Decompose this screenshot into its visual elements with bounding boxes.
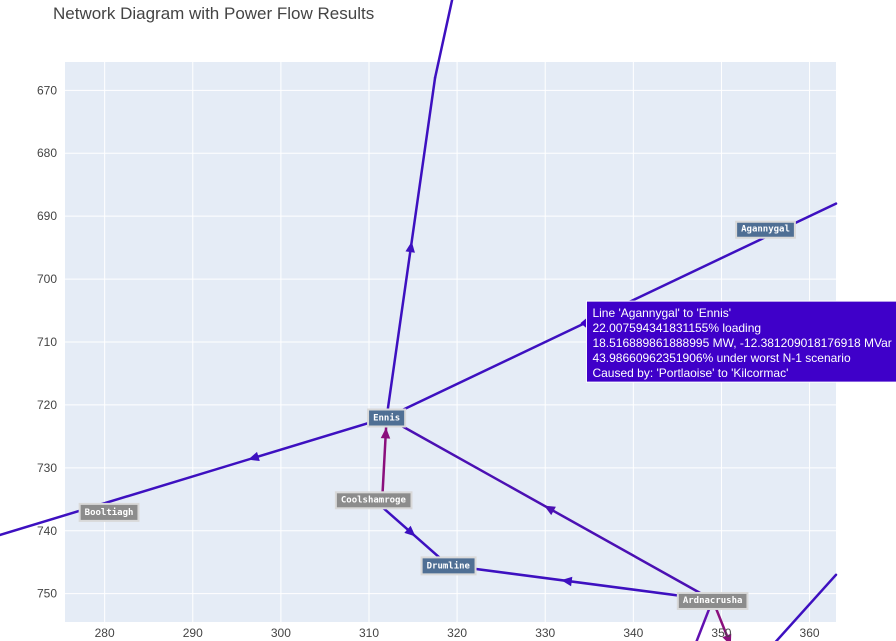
axis-layer: 280 290 300 310 320 330 340 350 360 670 680 690 700 7… bbox=[37, 83, 820, 640]
flow-arrow bbox=[380, 427, 391, 439]
chart-title: Network Diagram with Power Flow Results bbox=[53, 4, 374, 23]
network-line[interactable] bbox=[677, 573, 838, 641]
x-tick-label: 310 bbox=[359, 626, 379, 640]
y-tick-label: 740 bbox=[37, 524, 57, 538]
network-line[interactable] bbox=[447, 564, 714, 602]
y-tick-label: 750 bbox=[37, 587, 57, 601]
node-label: Drumline bbox=[427, 560, 471, 571]
flow-arrow bbox=[248, 451, 260, 462]
node-label: Booltiagh bbox=[85, 507, 134, 518]
node-box bbox=[367, 408, 407, 428]
x-tick-label: 290 bbox=[183, 626, 203, 640]
node-label: Ennis bbox=[373, 413, 400, 424]
flow-arrow bbox=[561, 576, 573, 587]
y-tick-label: 720 bbox=[37, 398, 57, 412]
network-line[interactable] bbox=[433, 0, 457, 79]
tooltip-line: Line 'Agannygal' to 'Ennis' bbox=[592, 306, 731, 320]
node-label: Coolshamroge bbox=[341, 495, 407, 505]
node-coolshamroge[interactable]: Coolshamroge bbox=[334, 491, 413, 510]
node-box bbox=[78, 502, 140, 522]
tooltip-pointer bbox=[580, 318, 587, 329]
nodes-layer: Agannygal Ennis Booltiagh Coolshamroge Druml… bbox=[78, 220, 796, 610]
y-tick-label: 730 bbox=[37, 461, 57, 475]
node-box bbox=[420, 556, 477, 576]
y-tick-label: 680 bbox=[37, 146, 57, 160]
x-tick-label: 330 bbox=[535, 626, 555, 640]
node-box bbox=[676, 591, 749, 610]
y-tick-label: 690 bbox=[37, 209, 57, 223]
tooltip-layer: Line 'Agannygal' to 'Ennis'22.0075943418… bbox=[580, 300, 896, 383]
y-tick-label: 710 bbox=[37, 335, 57, 349]
grid-layer bbox=[65, 62, 836, 622]
x-tick-label: 280 bbox=[95, 626, 115, 640]
tooltip-box bbox=[585, 300, 896, 383]
y-tick-label: 700 bbox=[37, 272, 57, 286]
node-agannygal[interactable]: Agannygal bbox=[735, 220, 796, 239]
node-label: Agannygal bbox=[741, 225, 790, 235]
tooltip-line: Caused by: 'Portlaoise' to 'Kilcormac' bbox=[592, 366, 788, 380]
node-label: Ardnacrusha bbox=[683, 596, 743, 606]
x-tick-label: 320 bbox=[447, 626, 467, 640]
x-tick-label: 360 bbox=[800, 626, 820, 640]
node-booltiagh[interactable]: Booltiagh bbox=[78, 502, 140, 522]
node-ennis[interactable]: Ennis bbox=[367, 408, 407, 428]
node-box bbox=[334, 491, 413, 510]
flow-arrow bbox=[544, 505, 556, 516]
x-tick-label: 340 bbox=[623, 626, 643, 640]
x-tick-label: 350 bbox=[711, 626, 731, 640]
tooltip-line: 18.516889861888995 MW, -12.3812090181769… bbox=[592, 336, 891, 350]
tooltip-line: 22.007594341831155% loading bbox=[592, 321, 761, 335]
hover-tooltip: Line 'Agannygal' to 'Ennis'22.0075943418… bbox=[580, 300, 896, 383]
tooltip-line: 43.98660962351906% under worst N-1 scena… bbox=[592, 351, 851, 365]
network-line[interactable] bbox=[0, 416, 388, 544]
flow-arrow bbox=[405, 241, 415, 253]
flow-arrow bbox=[404, 525, 416, 537]
node-drumline[interactable]: Drumline bbox=[420, 556, 477, 576]
node-ardnacrusha[interactable]: Ardnacrusha bbox=[676, 591, 749, 610]
x-tick-label: 300 bbox=[271, 626, 291, 640]
y-tick-label: 670 bbox=[37, 83, 57, 97]
node-box bbox=[735, 220, 796, 239]
